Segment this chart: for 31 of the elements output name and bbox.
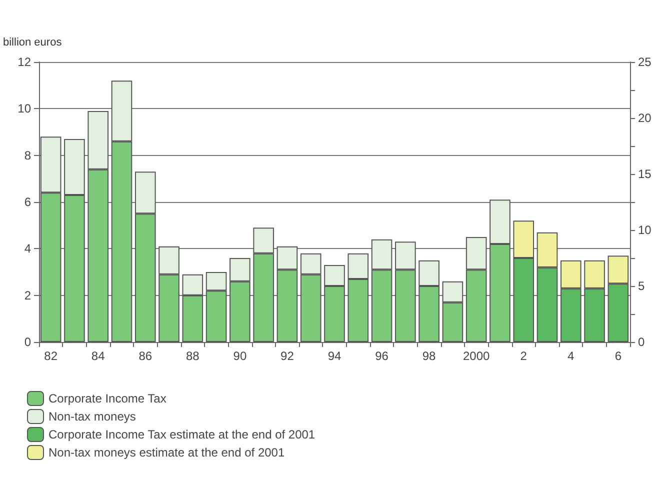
y-tick-label: 12 [18, 55, 32, 69]
x-tick-label: 98 [422, 349, 436, 363]
x-tick-label: 6 [614, 349, 622, 363]
x-tick-label: 84 [91, 349, 106, 363]
y-axis-title: billion euros [3, 36, 62, 48]
legend-label: Corporate Income Tax estimate at the end of 2001 [48, 428, 316, 442]
x-tick-label: 88 [186, 349, 200, 363]
y2-tick-label: 25 [638, 55, 652, 69]
y-tick-label: 10 [18, 102, 32, 116]
x-tick-label: 90 [233, 349, 247, 363]
x-tick-label: 2 [520, 349, 528, 363]
x-tick-label: 86 [138, 349, 152, 363]
y-tick-label: 8 [24, 148, 32, 162]
x-tick-label: 96 [375, 349, 389, 363]
legend-label: Non-tax moneys [48, 410, 136, 424]
y2-tick-label: 20 [638, 111, 652, 125]
y2-tick-label: 15 [638, 167, 652, 181]
x-tick-label: 2000 [462, 349, 490, 363]
x-tick-label: 94 [328, 349, 342, 363]
y-tick-label: 2 [24, 288, 32, 302]
x-tick-label: 4 [568, 349, 575, 363]
y-tick-label: 6 [24, 195, 32, 209]
legend-label: Non-tax moneys estimate at the end of 2001 [48, 446, 285, 460]
y2-tick-label: 10 [638, 223, 652, 237]
y-tick-label: 0 [24, 335, 32, 349]
y2-tick-label: 0 [638, 335, 645, 349]
legend-label: Corporate Income Tax [48, 392, 166, 406]
x-tick-label: 82 [44, 349, 58, 363]
y-tick-label: 4 [24, 242, 32, 256]
y2-tick-label: 5 [638, 279, 645, 293]
x-tick-label: 92 [280, 349, 294, 363]
